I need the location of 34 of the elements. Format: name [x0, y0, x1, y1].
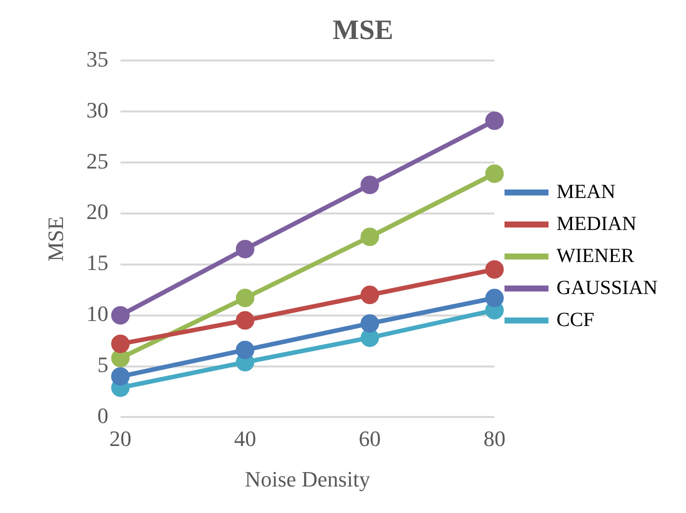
- point: [236, 340, 254, 360]
- y-tick-label: 30: [86, 97, 108, 122]
- point: [485, 164, 504, 183]
- point: [111, 367, 130, 386]
- x-tick-label: 40: [234, 426, 256, 452]
- point: [236, 311, 254, 330]
- chart-title: MSE: [332, 15, 394, 46]
- point: [485, 288, 504, 308]
- y-tick-label: 20: [86, 199, 108, 224]
- legend-label: CCF: [556, 308, 594, 331]
- point: [111, 306, 130, 325]
- point: [111, 334, 130, 354]
- point: [236, 240, 254, 258]
- point: [360, 228, 380, 246]
- y-tick-label: 25: [86, 148, 108, 174]
- legend-label: GAUSSIAN: [556, 276, 658, 299]
- legend-label: WIENER: [556, 244, 635, 267]
- x-tick-label: 80: [484, 426, 506, 452]
- point: [360, 176, 380, 194]
- y-tick-label: 5: [97, 352, 108, 378]
- y-axis-title: MSE: [42, 216, 68, 262]
- point: [360, 314, 380, 333]
- point: [236, 288, 254, 308]
- legend-label: MEAN: [556, 180, 616, 203]
- x-axis-title: Noise Density: [244, 466, 370, 492]
- point: [485, 111, 504, 130]
- y-tick-label: 0: [97, 402, 108, 428]
- point: [360, 286, 380, 304]
- point: [485, 260, 504, 279]
- y-tick-label: 15: [86, 250, 108, 276]
- y-tick-label: 10: [86, 301, 108, 326]
- legend-label: MEDIAN: [556, 212, 636, 235]
- x-tick-label: 60: [358, 426, 381, 452]
- y-tick-label: 35: [86, 46, 108, 72]
